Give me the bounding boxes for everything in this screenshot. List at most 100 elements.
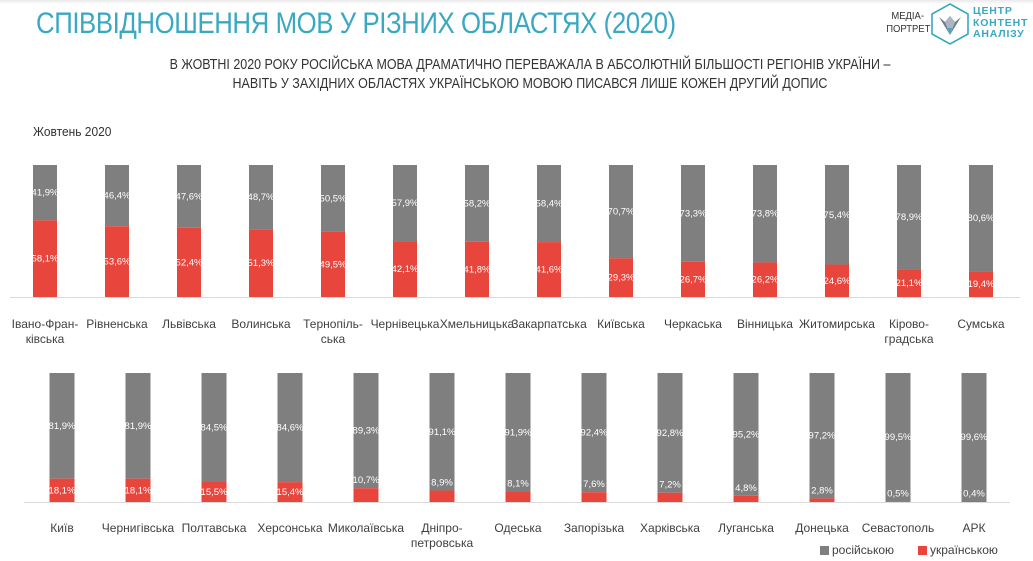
data-label-russian: 84,5% — [201, 423, 228, 434]
chart-title: Жовтень 2020 — [33, 124, 112, 139]
data-label-ukrainian: 24,6% — [824, 276, 851, 287]
category-label: Рівненська — [86, 317, 148, 331]
category-label-line: Херсонська — [257, 521, 323, 535]
bar-ukrainian — [505, 491, 531, 502]
bar-ukrainian — [177, 227, 201, 297]
logo-org-name: ЦЕНТР КОНТЕНТ АНАЛІЗУ — [973, 5, 1028, 41]
bar-ukrainian — [969, 271, 993, 297]
data-label-ukrainian: 7,6% — [583, 479, 605, 490]
data-label-russian: 80,6% — [968, 213, 995, 224]
bar-russian — [49, 373, 75, 479]
category-label-line: Харківська — [640, 521, 700, 535]
category-label: Полтавська — [182, 521, 247, 535]
bar-ukrainian — [537, 242, 561, 297]
category-label-line: Одеська — [494, 521, 542, 535]
bar-ukrainian — [277, 482, 303, 502]
data-label-ukrainian: 26,2% — [752, 275, 779, 286]
data-label-ukrainian: 26,7% — [680, 274, 707, 285]
data-label-russian: 73,8% — [752, 209, 779, 220]
category-label: Волинська — [231, 317, 291, 331]
category-label-line: Севастополь — [862, 521, 934, 535]
category-label: Хмельницька — [440, 317, 515, 331]
category-label-line: Житомирська — [799, 317, 875, 331]
logo-media-line-1: МЕДІА- — [891, 10, 924, 22]
data-label-russian: 70,7% — [608, 207, 635, 218]
bar-russian — [885, 373, 911, 502]
data-label-russian: 58,2% — [464, 198, 491, 209]
data-label-ukrainian: 15,5% — [201, 487, 228, 498]
bar-ukrainian — [681, 261, 705, 297]
category-label-line: Івано-Фран- — [12, 317, 79, 331]
logo-media-line-2: ПОРТРЕТ — [886, 23, 931, 35]
bar-russian — [125, 373, 151, 479]
legend-item-russian: російською — [820, 543, 894, 557]
data-label-russian: 91,1% — [429, 427, 456, 438]
bar-ukrainian — [201, 482, 227, 502]
data-label-russian: 92,8% — [657, 428, 684, 439]
top-shadow-line — [0, 0, 1033, 4]
bar-russian — [733, 373, 759, 496]
category-label: Житомирська — [799, 317, 875, 331]
category-label-line: Київ — [50, 521, 73, 535]
data-label-russian: 99,6% — [961, 432, 988, 443]
bar-russian — [393, 165, 417, 242]
bar-russian — [537, 165, 561, 243]
bar-ukrainian — [321, 231, 345, 297]
category-label-line: Тернопіль- — [303, 317, 363, 331]
data-label-ukrainian: 51,3% — [248, 258, 275, 269]
data-label-ukrainian: 29,3% — [608, 273, 635, 284]
category-label: Закарпатська — [511, 317, 587, 331]
category-label-line: Черкаська — [664, 317, 722, 331]
data-label-russian: 95,2% — [733, 429, 760, 440]
data-label-russian: 73,3% — [680, 208, 707, 219]
data-label-ukrainian: 7,2% — [659, 480, 681, 491]
category-label: Одеська — [494, 521, 542, 535]
category-label: Луганська — [718, 521, 774, 535]
bar-russian — [321, 165, 345, 232]
bar-russian — [609, 165, 633, 259]
data-label-ukrainian: 21,1% — [896, 278, 923, 289]
category-label-line: Чернигівська — [102, 521, 175, 535]
category-label-line: Волинська — [231, 317, 291, 331]
category-label-line: Львівська — [162, 317, 216, 331]
logo: МЕДІА- ПОРТРЕТ ЦЕНТР КОНТЕНТ АНАЛІЗУ — [882, 2, 1032, 46]
bar-russian — [897, 165, 921, 270]
category-label-line: Миколаївська — [328, 521, 405, 535]
data-label-ukrainian: 41,8% — [464, 264, 491, 275]
bar-ukrainian — [657, 492, 683, 502]
category-label: Чернигівська — [102, 521, 175, 535]
data-label-russian: 58,4% — [536, 199, 563, 210]
subtitle-line-2: НАВІТЬ У ЗАХІДНИХ ОБЛАСТЯХ УКРАЇНСЬКОЮ М… — [232, 76, 828, 92]
bar-russian — [353, 373, 379, 489]
subtitle-line-1: В ЖОВТНІ 2020 РОКУ РОСІЙСЬКА МОВА ДРАМАТ… — [169, 57, 891, 73]
data-label-ukrainian: 15,4% — [277, 487, 304, 498]
category-label: Чернівецька — [371, 317, 440, 331]
data-label-russian: 75,4% — [824, 210, 851, 221]
data-label-russian: 99,5% — [885, 432, 912, 443]
bar-ukrainian — [393, 241, 417, 297]
data-label-ukrainian: 41,6% — [536, 265, 563, 276]
data-label-ukrainian: 8,1% — [507, 479, 529, 490]
data-label-russian: 41,9% — [32, 188, 59, 199]
category-label: Вінницька — [737, 317, 793, 331]
data-label-ukrainian: 18,1% — [125, 485, 152, 496]
data-label-ukrainian: 0,5% — [887, 488, 909, 499]
category-label-line: Рівненська — [86, 317, 148, 331]
data-label-ukrainian: 18,1% — [49, 485, 76, 496]
data-label-ukrainian: 53,6% — [104, 257, 131, 268]
bar-russian — [33, 165, 57, 221]
bar-ukrainian — [609, 258, 633, 297]
data-label-russian: 78,9% — [896, 212, 923, 223]
category-label: Івано-Фран-ківська — [12, 317, 79, 346]
bar-ukrainian — [753, 262, 777, 297]
data-label-ukrainian: 0,4% — [963, 488, 985, 499]
category-label: Севастополь — [862, 521, 934, 535]
data-label-russian: 92,4% — [581, 428, 608, 439]
data-label-russian: 57,9% — [392, 198, 419, 209]
data-label-russian: 48,7% — [248, 192, 275, 203]
bar-russian — [657, 373, 683, 493]
bar-russian — [961, 373, 987, 502]
data-label-ukrainian: 19,4% — [968, 279, 995, 290]
category-label-line: Вінницька — [737, 317, 793, 331]
